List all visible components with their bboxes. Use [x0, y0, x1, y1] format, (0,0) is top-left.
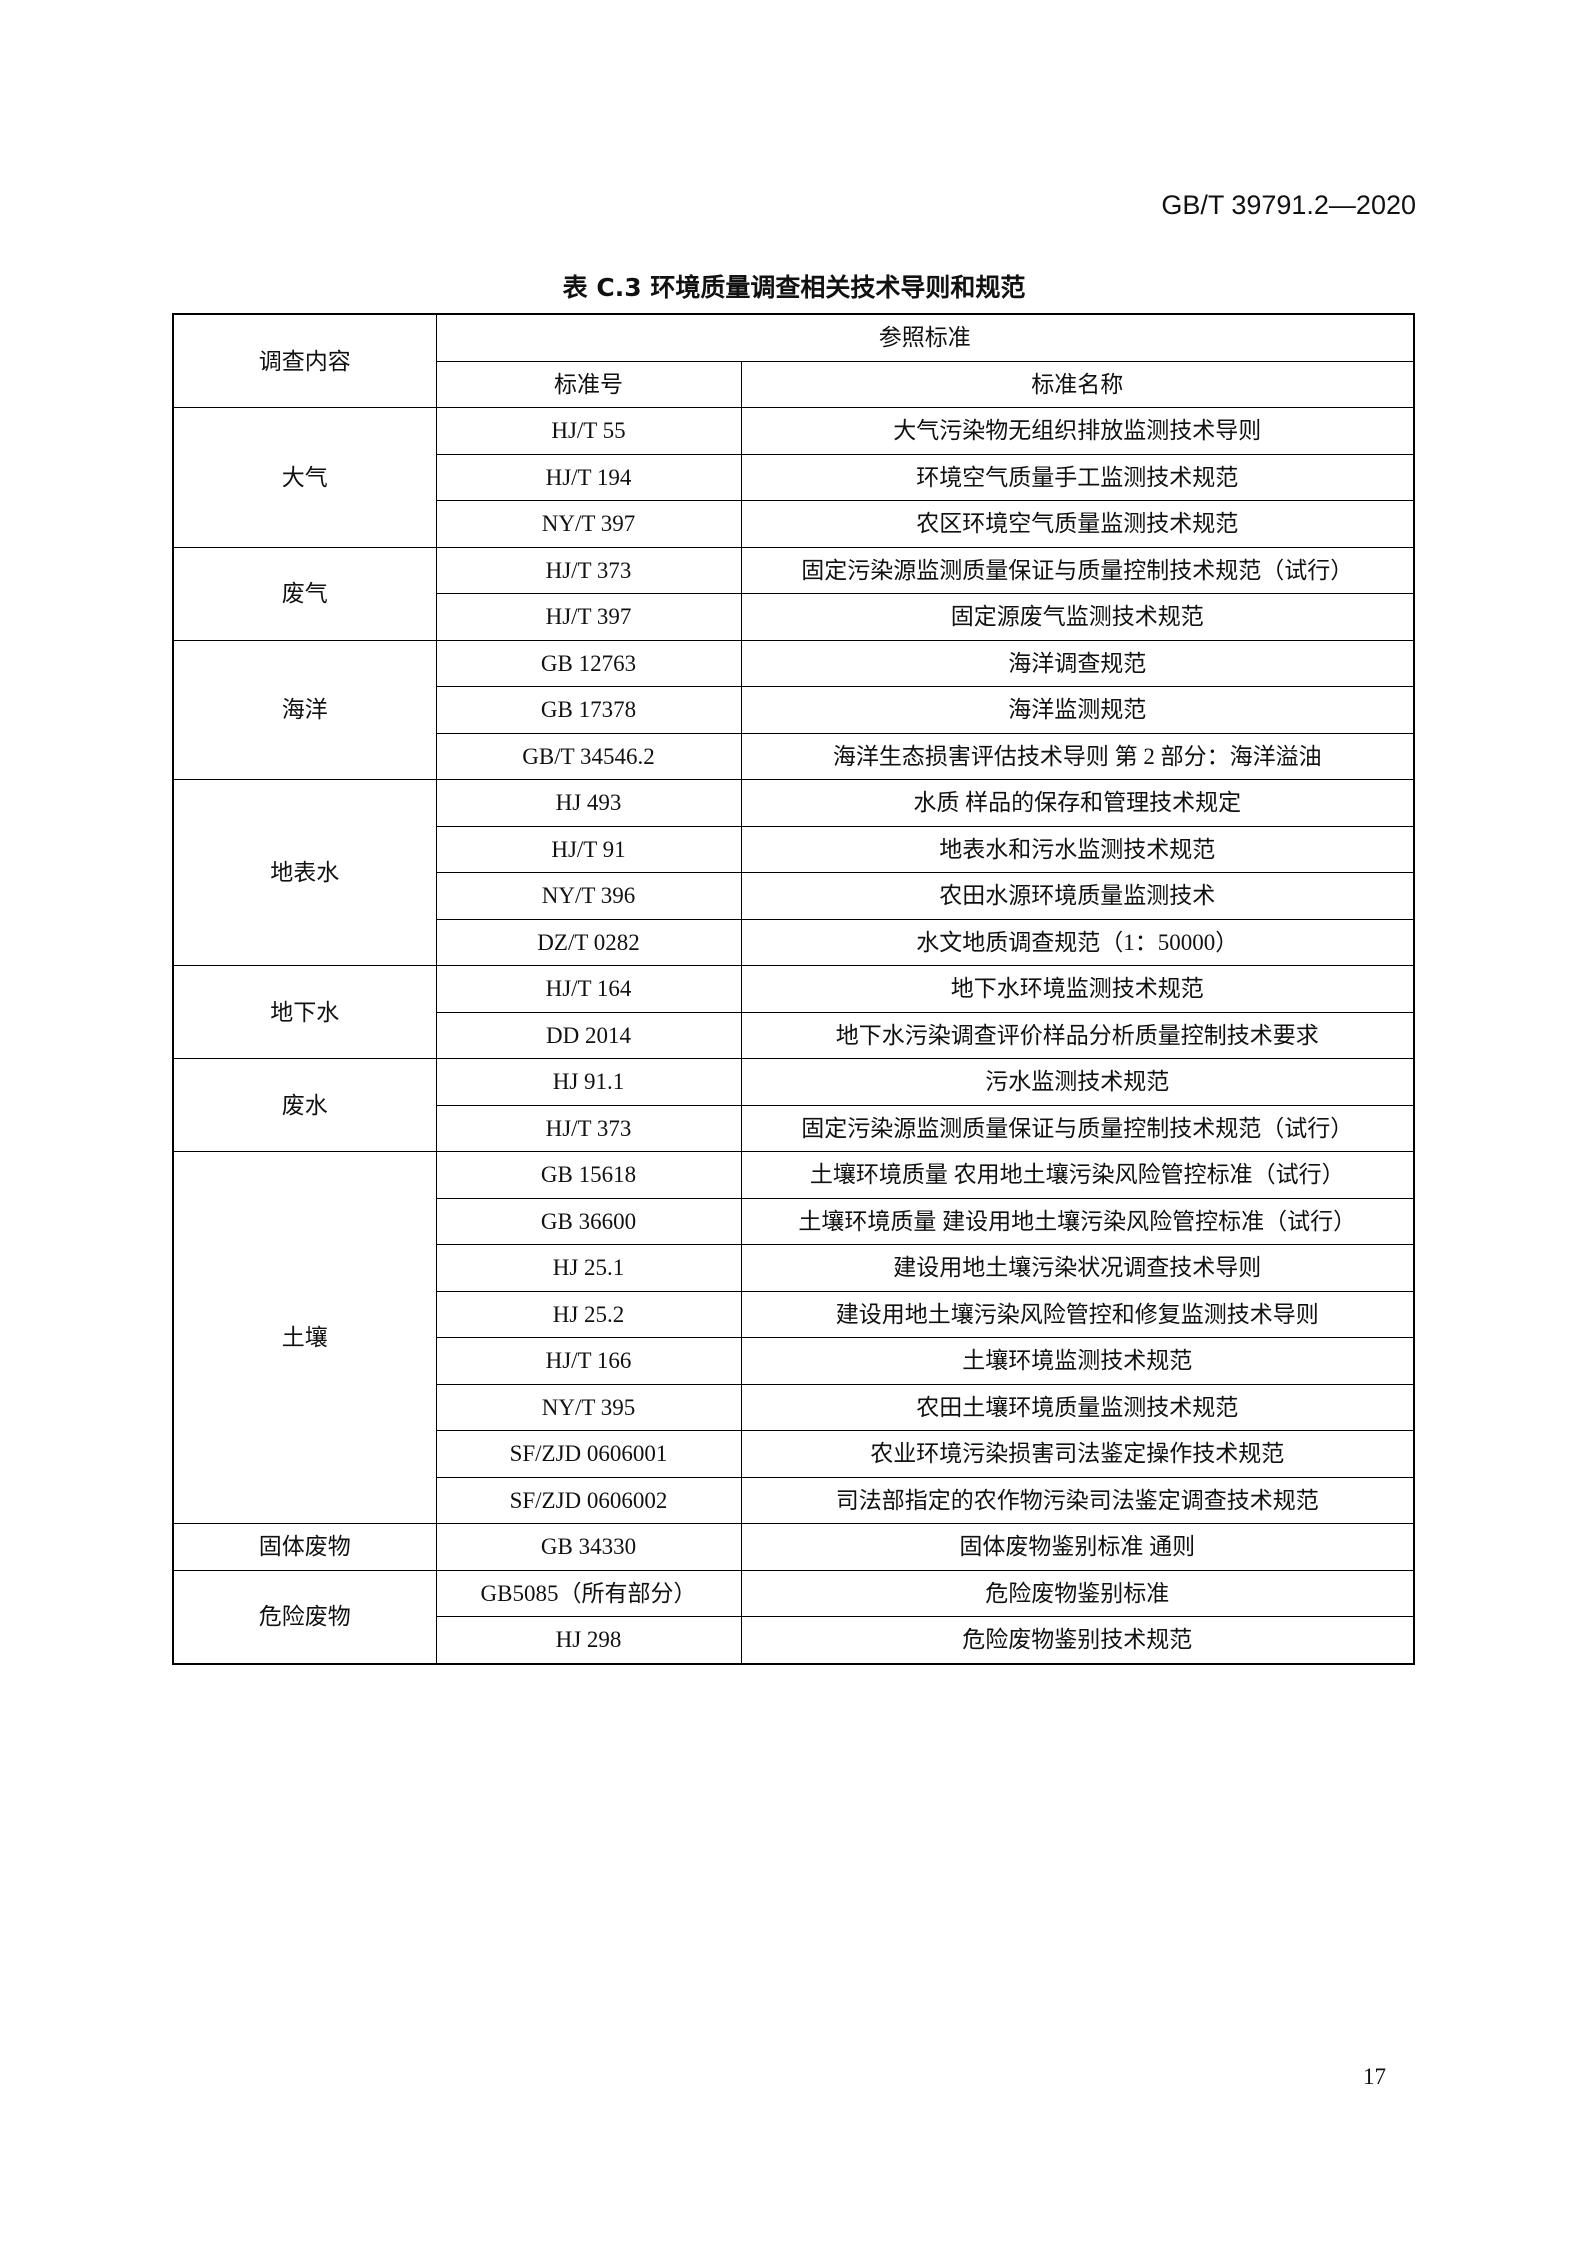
- standard-code-cell: GB 36600: [435, 1197, 742, 1245]
- header-row: 调查内容 参照标准: [172, 313, 1415, 408]
- header-survey-content: 调查内容: [172, 313, 437, 408]
- standard-name-cell: 危险废物鉴别标准: [740, 1569, 1415, 1617]
- category-cell: 大气: [172, 407, 437, 548]
- category-cell: 危险废物: [172, 1569, 437, 1664]
- standard-name-cell: 建设用地土壤污染风险管控和修复监测技术导则: [740, 1290, 1415, 1338]
- standard-name-cell: 农业环境污染损害司法鉴定操作技术规范: [740, 1430, 1415, 1478]
- table-row: NY/T 397 农区环境空气质量监测技术规范: [173, 500, 1415, 548]
- standard-name-cell: 固定污染源监测质量保证与质量控制技术规范（试行）: [740, 546, 1415, 594]
- table-row: 海洋 GB 12763 海洋调查规范: [172, 639, 1415, 780]
- standard-name-cell: 固体废物鉴别标准 通则: [740, 1523, 1415, 1571]
- table-row: 土壤 GB 15618 土壤环境质量 农用地土壤污染风险管控标准（试行）: [172, 1151, 1415, 1524]
- standard-code-cell: GB/T 34546.2: [435, 732, 742, 780]
- table-row: 危险废物 GB5085（所有部分） 危险废物鉴别标准: [172, 1569, 1415, 1664]
- table-row: SF/ZJD 0606001 农业环境污染损害司法鉴定操作技术规范: [173, 1430, 1415, 1478]
- standard-code-cell: HJ 298: [435, 1616, 742, 1664]
- table-row: GB 17378 海洋监测规范: [173, 686, 1415, 734]
- header-subrow: 标准号 标准名称: [173, 360, 1415, 408]
- standard-code-cell: DZ/T 0282: [435, 918, 742, 966]
- standard-name-cell: 地下水环境监测技术规范: [740, 965, 1415, 1013]
- category-cell: 地表水: [172, 779, 437, 966]
- standard-name-cell: 大气污染物无组织排放监测技术导则: [740, 407, 1415, 455]
- standard-name-cell: 土壤环境监测技术规范: [740, 1337, 1415, 1385]
- standard-name-cell: 环境空气质量手工监测技术规范: [740, 453, 1415, 501]
- standard-code-cell: SF/ZJD 0606001: [435, 1430, 742, 1478]
- table-row: 地表水 HJ 493 水质 样品的保存和管理技术规定: [172, 779, 1415, 966]
- table-caption: 表 C.3 环境质量调查相关技术导则和规范: [562, 273, 1026, 302]
- standard-code-cell: DD 2014: [435, 1011, 742, 1059]
- table-row: NY/T 396 农田水源环境质量监测技术: [173, 872, 1415, 920]
- standards-table: 调查内容 参照标准 标准号 标准名称 大气 HJ/T 55 大气污染物无组织排放监测…: [172, 313, 1415, 1665]
- standard-code-cell: GB 17378: [435, 686, 742, 734]
- standard-code-cell: HJ/T 91: [435, 825, 742, 873]
- category-cell: 固体废物: [172, 1523, 437, 1571]
- standard-code-cell: HJ/T 55: [435, 407, 742, 455]
- standard-code-cell: HJ 91.1: [435, 1058, 742, 1106]
- standard-name-cell: 建设用地土壤污染状况调查技术导则: [740, 1244, 1415, 1292]
- standard-name-cell: 固定污染源监测质量保证与质量控制技术规范（试行）: [740, 1104, 1415, 1152]
- table-row: NY/T 395 农田土壤环境质量监测技术规范: [173, 1383, 1415, 1431]
- standard-name-cell: 农田土壤环境质量监测技术规范: [740, 1383, 1415, 1431]
- standard-name-cell: 农田水源环境质量监测技术: [740, 872, 1415, 920]
- table-row: HJ/T 166 土壤环境监测技术规范: [173, 1337, 1415, 1385]
- category-cell: 地下水: [172, 965, 437, 1059]
- table-row: GB/T 34546.2 海洋生态损害评估技术导则 第 2 部分：海洋溢油: [173, 732, 1415, 780]
- page-number: 17: [1363, 2064, 1386, 2089]
- table-row: DD 2014 地下水污染调查评价样品分析质量控制技术要求: [173, 1011, 1415, 1059]
- standard-name-cell: 海洋生态损害评估技术导则 第 2 部分：海洋溢油: [740, 732, 1415, 780]
- standard-name-cell: 地表水和污水监测技术规范: [740, 825, 1415, 873]
- standard-name-cell: 土壤环境质量 建设用地土壤污染风险管控标准（试行）: [740, 1197, 1415, 1245]
- header-reference-standards: 参照标准: [435, 313, 1415, 362]
- standard-name-cell: 危险废物鉴别技术规范: [740, 1616, 1415, 1664]
- table-row: HJ/T 91 地表水和污水监测技术规范: [173, 825, 1415, 873]
- standard-code-cell: HJ/T 166: [435, 1337, 742, 1385]
- table-row: HJ/T 194 环境空气质量手工监测技术规范: [173, 453, 1415, 501]
- table-row: 地下水 HJ/T 164 地下水环境监测技术规范: [172, 965, 1415, 1059]
- standard-name-cell: 司法部指定的农作物污染司法鉴定调查技术规范: [740, 1476, 1415, 1524]
- standard-code-cell: HJ/T 397: [435, 593, 742, 641]
- header-standard-name: 标准名称: [740, 360, 1415, 408]
- standard-code-cell: HJ 25.2: [435, 1290, 742, 1338]
- category-cell: 海洋: [172, 639, 437, 780]
- table-row: 大气 HJ/T 55 大气污染物无组织排放监测技术导则: [172, 407, 1415, 548]
- standard-name-cell: 农区环境空气质量监测技术规范: [740, 500, 1415, 548]
- standard-code-cell: SF/ZJD 0606002: [435, 1476, 742, 1524]
- standard-code-cell: GB 34330: [435, 1523, 742, 1571]
- standard-name-cell: 地下水污染调查评价样品分析质量控制技术要求: [740, 1011, 1415, 1059]
- table-row: HJ 298 危险废物鉴别技术规范: [173, 1616, 1415, 1664]
- standard-code-cell: GB 15618: [435, 1151, 742, 1199]
- table-row: HJ 25.1 建设用地土壤污染状况调查技术导则: [173, 1244, 1415, 1292]
- header-standard-code: 标准号: [435, 360, 742, 408]
- standard-name-cell: 水文地质调查规范（1：50000）: [740, 918, 1415, 966]
- table-row: HJ 25.2 建设用地土壤污染风险管控和修复监测技术导则: [173, 1290, 1415, 1338]
- standard-code-cell: HJ/T 373: [435, 1104, 742, 1152]
- standard-code-cell: NY/T 395: [435, 1383, 742, 1431]
- table-row: HJ/T 373 固定污染源监测质量保证与质量控制技术规范（试行）: [173, 1104, 1415, 1152]
- table-row: 废气 HJ/T 373 固定污染源监测质量保证与质量控制技术规范（试行）: [172, 546, 1415, 641]
- category-cell: 废水: [172, 1058, 437, 1152]
- standard-code-cell: HJ/T 164: [435, 965, 742, 1013]
- standard-code-cell: GB5085（所有部分）: [435, 1569, 742, 1617]
- table-row: DZ/T 0282 水文地质调查规范（1：50000）: [173, 918, 1415, 966]
- standard-name-cell: 土壤环境质量 农用地土壤污染风险管控标准（试行）: [740, 1151, 1415, 1199]
- standard-code-cell: HJ/T 373: [435, 546, 742, 594]
- table-row: 废水 HJ 91.1 污水监测技术规范: [172, 1058, 1415, 1152]
- category-cell: 土壤: [172, 1151, 437, 1524]
- standard-name-cell: 污水监测技术规范: [740, 1058, 1415, 1106]
- standard-name-cell: 海洋调查规范: [740, 639, 1415, 687]
- standard-code-cell: NY/T 396: [435, 872, 742, 920]
- table-row: HJ/T 397 固定源废气监测技术规范: [173, 593, 1415, 641]
- category-cell: 废气: [172, 546, 437, 641]
- table-row: 固体废物 GB 34330 固体废物鉴别标准 通则: [172, 1523, 1415, 1571]
- standard-code-cell: HJ 25.1: [435, 1244, 742, 1292]
- document-id: GB/T 39791.2—2020: [1161, 190, 1416, 220]
- standard-name-cell: 固定源废气监测技术规范: [740, 593, 1415, 641]
- standard-code-cell: HJ 493: [435, 779, 742, 827]
- standard-code-cell: NY/T 397: [435, 500, 742, 548]
- standard-name-cell: 水质 样品的保存和管理技术规定: [740, 779, 1415, 827]
- standard-name-cell: 海洋监测规范: [740, 686, 1415, 734]
- standard-code-cell: GB 12763: [435, 639, 742, 687]
- table-row: GB 36600 土壤环境质量 建设用地土壤污染风险管控标准（试行）: [173, 1197, 1415, 1245]
- standard-code-cell: HJ/T 194: [435, 453, 742, 501]
